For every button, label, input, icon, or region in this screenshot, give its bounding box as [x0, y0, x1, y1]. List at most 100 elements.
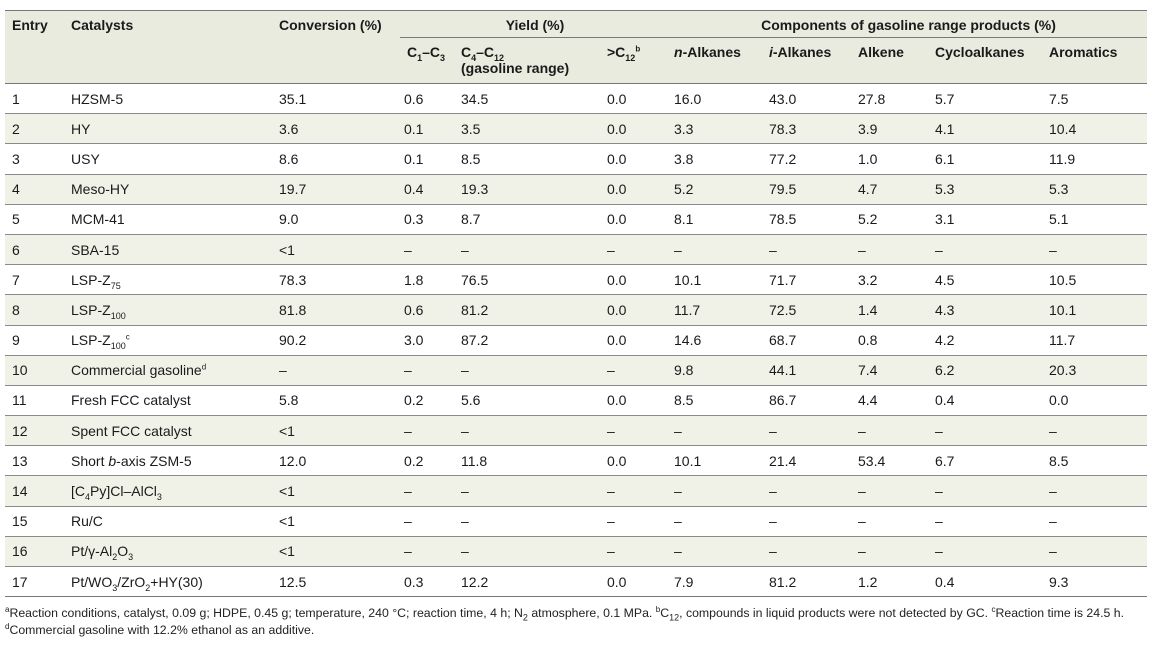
cell-yield-c4-c12: 5.6	[457, 385, 603, 417]
cell-cycloalkanes: 4.3	[931, 294, 1045, 326]
cell-catalyst: Short b-axis ZSM-5	[67, 445, 275, 477]
cell-yield-gt-c12: –	[603, 536, 670, 568]
cell-catalyst: MCM-41	[67, 204, 275, 235]
table-footnote: aReaction conditions, catalyst, 0.09 g; …	[5, 605, 1145, 639]
cell-cycloalkanes: –	[931, 475, 1045, 507]
catalyst-results-table: Entry Catalysts Conversion (%) Yield (%)…	[5, 10, 1148, 598]
table-row: 7 LSP-Z75 78.3 1.8 76.5 0.0 10.1 71.7 3.2 4.5 10.5	[5, 264, 1148, 296]
cell-aromatics: –	[1045, 506, 1148, 537]
cell-yield-c1-c3: –	[400, 234, 457, 266]
cell-catalyst: Pt/WO3/ZrO2+HY(30)	[67, 566, 275, 598]
table-row: 13 Short b-axis ZSM-5 12.0 0.2 11.8 0.0 10.1 21…	[5, 445, 1148, 477]
cell-n-alkanes: –	[670, 536, 765, 568]
col-header-entry: Entry	[5, 10, 67, 84]
cell-alkene: –	[854, 234, 931, 266]
table-row: 6 SBA-15 <1– – – – – – – –	[5, 234, 1148, 266]
cell-conversion: <1	[275, 536, 400, 568]
cell-yield-c1-c3: –	[400, 475, 457, 507]
footnote-a: Reaction conditions, catalyst, 0.09 g; H…	[9, 606, 653, 623]
cell-yield-c4-c12: 11.8	[457, 445, 603, 477]
table-row: 8 LSP-Z100 81.8 0.6 81.2 0.0 11.7 72.5 1.4 4.3 10.…	[5, 294, 1148, 326]
cell-yield-c1-c3: –	[400, 355, 457, 386]
cell-yield-c4-c12: –	[457, 234, 603, 266]
cell-catalyst: HZSM-5	[67, 83, 275, 115]
cell-aromatics: 10.1	[1045, 294, 1148, 326]
cell-cycloalkanes: –	[931, 234, 1045, 266]
col-header-c1-c3: C1–C3	[400, 37, 457, 84]
cell-cycloalkanes: 5.3	[931, 174, 1045, 205]
cell-alkene: 3.2	[854, 264, 931, 296]
cell-yield-gt-c12: 0.0	[603, 445, 670, 477]
cell-yield-c4-c12: 34.5	[457, 83, 603, 115]
table-row: 9 LSP-Z100c 90.2 3.0 87.2 0.0 14.6 68.7 0.8 4.2 11…	[5, 325, 1148, 356]
cell-n-alkanes: –	[670, 234, 765, 266]
cell-alkene: 27.8	[854, 83, 931, 115]
cell-aromatics: 8.5	[1045, 445, 1148, 477]
cell-aromatics: 10.4	[1045, 113, 1148, 145]
table-row: 2 HY 3.6 0.1 3.5 0.0 3.3 78.3 3.9 4.1 10.4	[5, 113, 1148, 145]
cell-alkene: 0.8	[854, 325, 931, 356]
col-header-catalysts: Catalysts	[67, 10, 275, 84]
cell-entry: 4	[5, 174, 67, 205]
cell-yield-c1-c3: 0.3	[400, 566, 457, 598]
cell-yield-c1-c3: 3.0	[400, 325, 457, 356]
cell-i-alkanes: 68.7	[765, 325, 854, 356]
col-header-conversion: Conversion (%)	[275, 10, 400, 84]
cell-i-alkanes: 72.5	[765, 294, 854, 326]
cell-yield-c1-c3: –	[400, 506, 457, 537]
cell-catalyst: Pt/γ-Al2O3	[67, 536, 275, 568]
cell-cycloalkanes: –	[931, 415, 1045, 447]
cell-yield-gt-c12: 0.0	[603, 204, 670, 235]
cell-n-alkanes: 16.0	[670, 83, 765, 115]
cell-entry: 9	[5, 325, 67, 356]
col-header-yield: Yield (%)	[400, 10, 670, 38]
col-header-alkene: Alkene	[854, 37, 931, 84]
cell-conversion: 8.6	[275, 143, 400, 175]
cell-yield-c1-c3: 0.2	[400, 385, 457, 417]
cell-alkene: 4.4	[854, 385, 931, 417]
cell-catalyst: [C4Py]Cl–AlCl3	[67, 475, 275, 507]
cell-n-alkanes: 14.6	[670, 325, 765, 356]
cell-alkene: 1.4	[854, 294, 931, 326]
cell-conversion: 9.0	[275, 204, 400, 235]
cell-n-alkanes: –	[670, 415, 765, 447]
cell-yield-c4-c12: 87.2	[457, 325, 603, 356]
cell-conversion: 35.1	[275, 83, 400, 115]
cell-yield-c4-c12: –	[457, 536, 603, 568]
cell-aromatics: 10.5	[1045, 264, 1148, 296]
cell-conversion: <1	[275, 415, 400, 447]
footnote-mark-d: d	[201, 362, 207, 372]
cell-catalyst: Spent FCC catalyst	[67, 415, 275, 447]
cell-i-alkanes: 78.3	[765, 113, 854, 145]
cell-yield-c1-c3: 0.6	[400, 294, 457, 326]
cell-entry: 16	[5, 536, 67, 568]
cell-n-alkanes: 10.1	[670, 264, 765, 296]
cell-catalyst: Commercial gasolined	[67, 355, 275, 386]
table-row: 5 MCM-41 9.0 0.3 8.7 0.0 8.1 78.5 5.2 3.1 5.1	[5, 204, 1148, 235]
cell-n-alkanes: 7.9	[670, 566, 765, 598]
cell-catalyst: Meso-HY	[67, 174, 275, 205]
cell-i-alkanes: 71.7	[765, 264, 854, 296]
cell-yield-c4-c12: 81.2	[457, 294, 603, 326]
cell-yield-gt-c12: 0.0	[603, 264, 670, 296]
cell-cycloalkanes: 6.7	[931, 445, 1045, 477]
cell-cycloalkanes: 0.4	[931, 385, 1045, 417]
cell-yield-c1-c3: 1.8	[400, 264, 457, 296]
cell-alkene: –	[854, 415, 931, 447]
cell-yield-gt-c12: 0.0	[603, 294, 670, 326]
cell-alkene: 1.2	[854, 566, 931, 598]
cell-yield-gt-c12: 0.0	[603, 566, 670, 598]
col-header-cycloalkanes: Cycloalkanes	[931, 37, 1045, 84]
cell-alkene: 4.7	[854, 174, 931, 205]
cell-entry: 6	[5, 234, 67, 266]
cell-yield-gt-c12: 0.0	[603, 325, 670, 356]
cell-aromatics: 0.0	[1045, 385, 1148, 417]
cell-cycloalkanes: 0.4	[931, 566, 1045, 598]
cell-yield-c1-c3: 0.1	[400, 143, 457, 175]
cell-conversion: <1	[275, 475, 400, 507]
cell-catalyst: HY	[67, 113, 275, 145]
cell-i-alkanes: 79.5	[765, 174, 854, 205]
cell-n-alkanes: 11.7	[670, 294, 765, 326]
cell-cycloalkanes: 6.2	[931, 355, 1045, 386]
